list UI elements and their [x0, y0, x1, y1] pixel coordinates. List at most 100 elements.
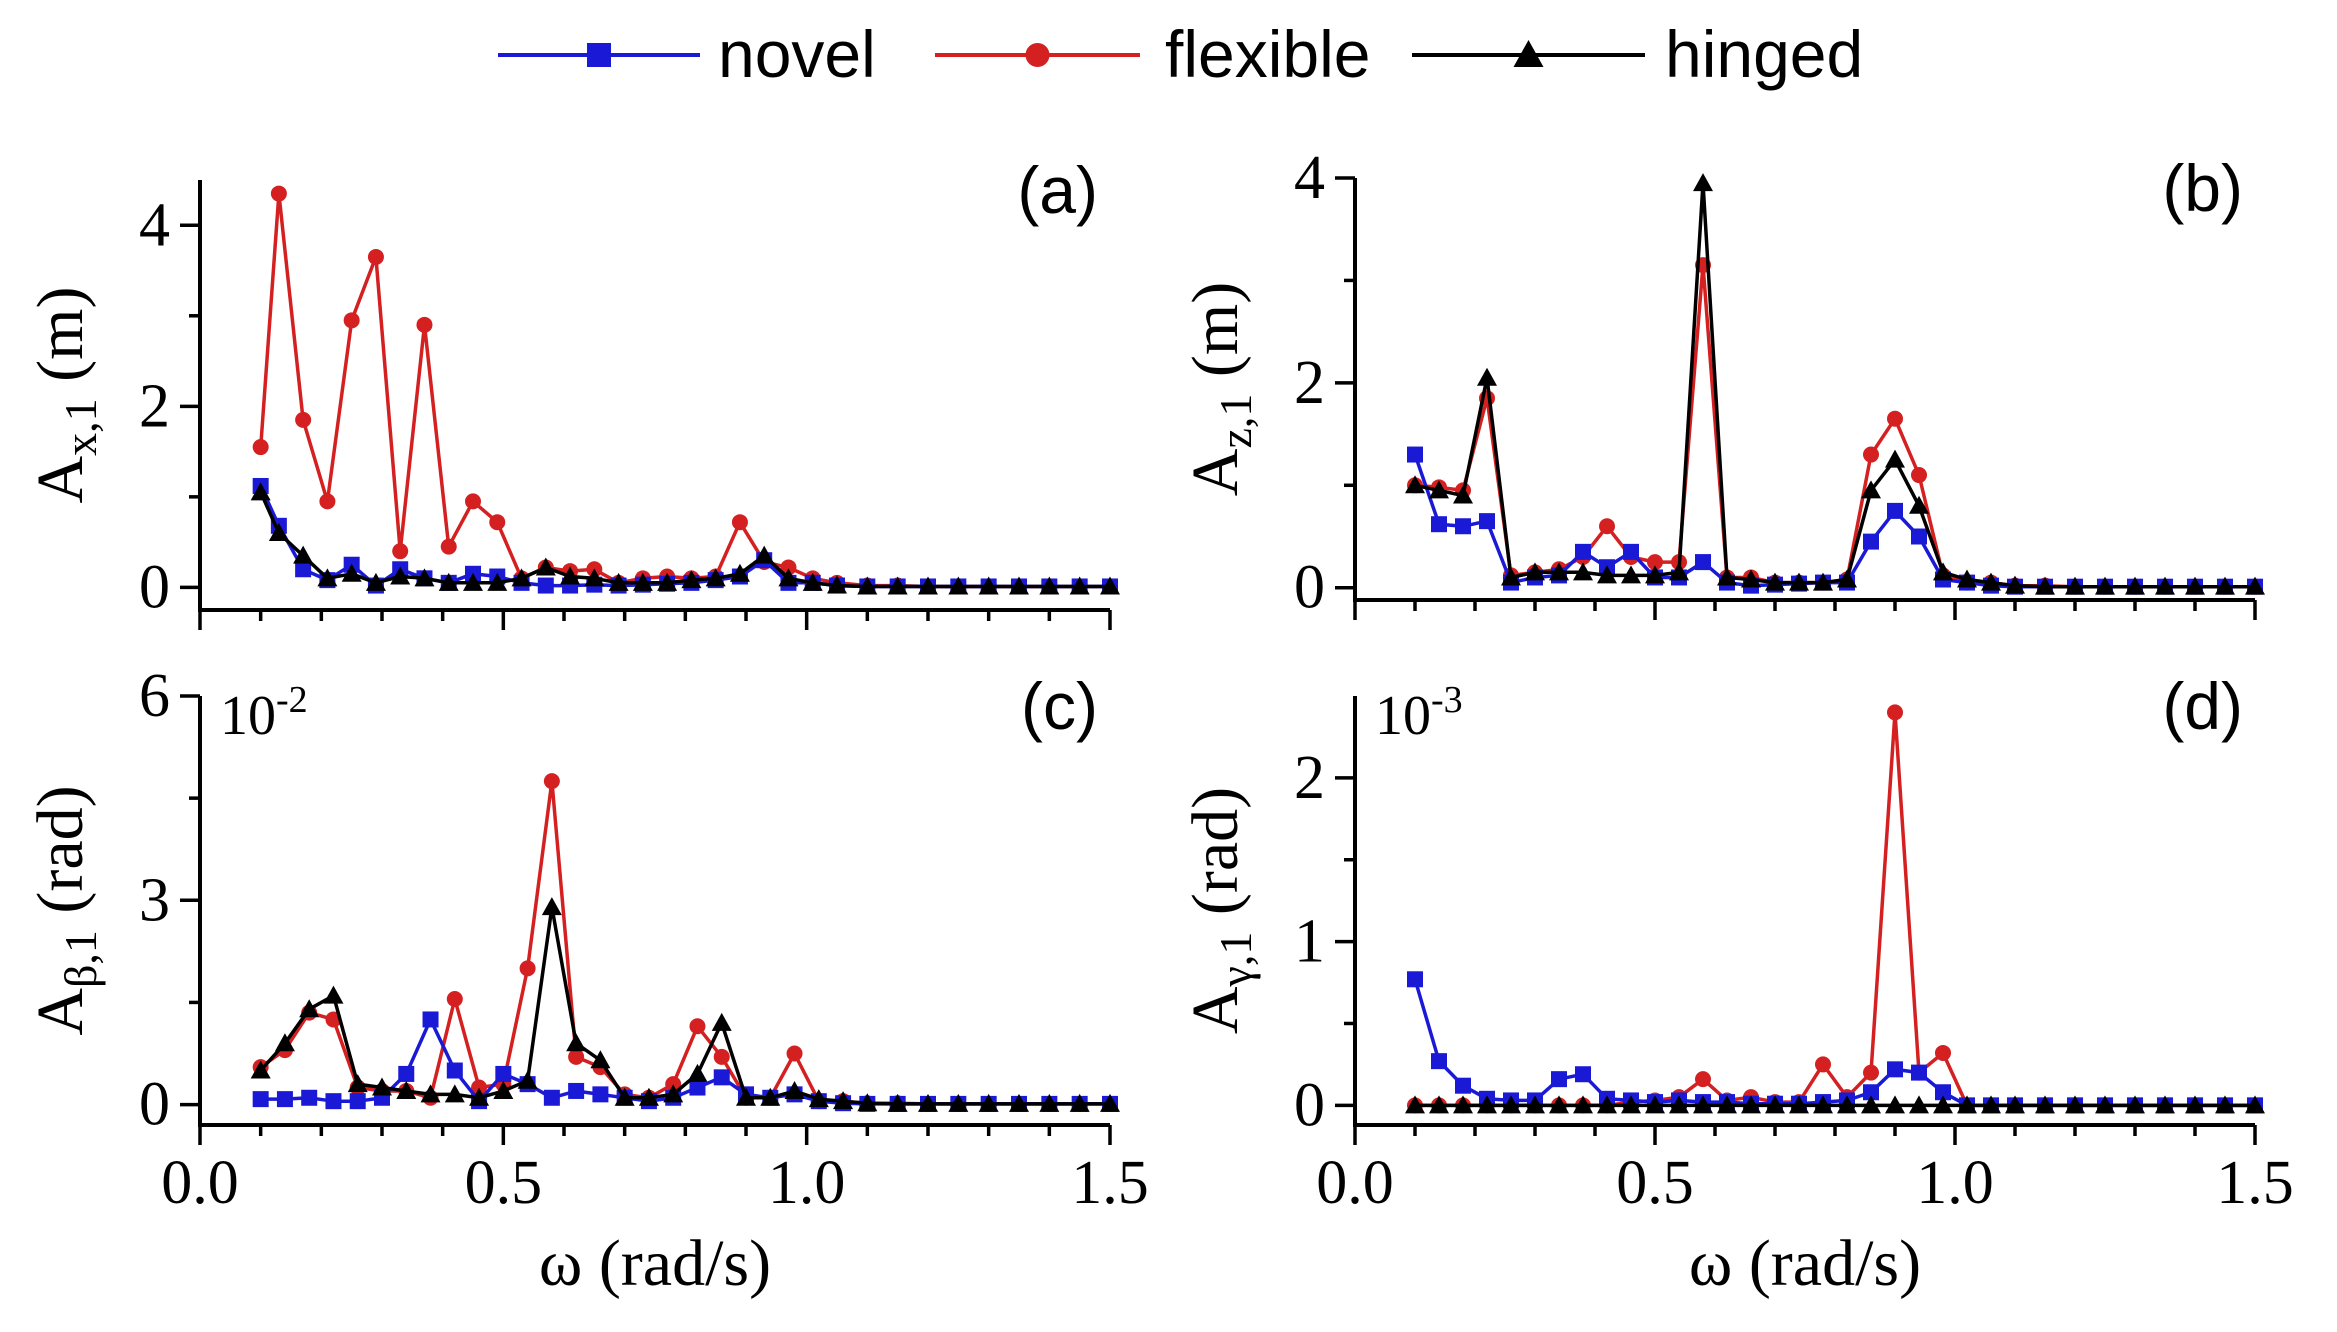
data-point-hinged	[663, 1084, 684, 1103]
legend-marker-novel	[587, 43, 611, 67]
data-point-hinged	[390, 566, 411, 585]
data-point-flexible	[1863, 446, 1879, 463]
data-point-hinged	[2095, 576, 2115, 595]
data-point-flexible	[1887, 704, 1903, 721]
data-point-hinged	[1933, 562, 1953, 581]
data-point-novel	[1887, 1061, 1903, 1078]
data-point-hinged	[1645, 1095, 1665, 1114]
data-point-hinged	[1573, 562, 1593, 581]
data-point-hinged	[736, 1087, 756, 1106]
series-flexible	[252, 773, 1118, 1112]
data-point-hinged	[1981, 1095, 2001, 1114]
data-point-hinged	[1717, 1095, 1737, 1114]
data-point-hinged	[1621, 1095, 1641, 1114]
data-point-flexible	[1935, 1044, 1951, 1061]
data-point-hinged	[1477, 367, 1497, 386]
y-axis-title-main: A	[24, 988, 97, 1036]
data-point-hinged	[1501, 567, 1521, 586]
data-point-hinged	[365, 572, 386, 591]
data-point-novel	[295, 561, 312, 578]
y-tick-label: 0	[1294, 554, 1325, 622]
data-point-hinged	[711, 1012, 732, 1031]
data-point-hinged	[1909, 1095, 1929, 1114]
data-point-hinged	[1693, 173, 1713, 192]
data-point-hinged	[827, 575, 847, 594]
data-point-hinged	[638, 1087, 659, 1106]
series-hinged	[1405, 1095, 2265, 1114]
data-point-hinged	[1933, 1095, 1953, 1114]
data-point-flexible	[780, 559, 797, 576]
data-point-hinged	[1429, 480, 1449, 499]
data-point-novel	[1575, 543, 1591, 560]
data-point-novel	[1407, 971, 1423, 988]
legend-marker-flexible	[1025, 43, 1050, 67]
data-point-hinged	[1909, 495, 1929, 514]
y-multiplier-base: 10	[220, 685, 276, 747]
y-tick-label: 4	[139, 191, 170, 259]
data-point-hinged	[948, 1093, 969, 1112]
data-point-hinged	[2125, 576, 2145, 595]
data-point-hinged	[493, 1080, 514, 1099]
data-point-hinged	[463, 572, 483, 591]
data-point-flexible	[689, 1018, 706, 1035]
data-point-hinged	[1885, 449, 1905, 468]
y-tick-label: 0	[139, 1071, 170, 1139]
data-point-hinged	[1741, 1095, 1761, 1114]
data-point-novel	[422, 1011, 439, 1028]
y-multiplier: 10-2	[220, 679, 308, 747]
data-point-flexible	[1887, 410, 1903, 427]
data-point-flexible	[270, 185, 287, 202]
series-line-hinged	[259, 905, 1110, 1106]
y-axis-title: Aγ,1 (rad)	[1179, 787, 1261, 1034]
data-point-hinged	[1453, 485, 1473, 504]
series-flexible	[1407, 704, 2263, 1114]
data-point-novel	[592, 1086, 609, 1103]
data-point-flexible	[1911, 467, 1927, 484]
data-point-hinged	[323, 985, 344, 1004]
data-point-hinged	[2215, 576, 2235, 595]
data-point-flexible	[343, 312, 360, 329]
data-point-hinged	[1549, 562, 1569, 581]
data-point-hinged	[1573, 1095, 1593, 1114]
data-point-flexible	[1695, 1071, 1711, 1088]
data-point-flexible	[731, 514, 748, 531]
data-point-novel	[446, 1062, 463, 1079]
data-point-novel	[1455, 518, 1471, 535]
series-line-hinged	[259, 491, 1110, 589]
data-point-hinged	[778, 568, 799, 587]
data-point-hinged	[1009, 1093, 1029, 1112]
y-axis-title-unit: (m)	[1179, 282, 1252, 394]
data-point-novel	[1863, 1084, 1879, 1101]
y-axis-title: Ax,1 (m)	[24, 287, 106, 504]
data-point-novel	[1887, 502, 1903, 519]
data-point-hinged	[887, 576, 908, 595]
data-point-hinged	[2155, 1095, 2175, 1114]
data-point-hinged	[1549, 1095, 1569, 1114]
data-point-hinged	[250, 482, 271, 501]
panel-label: (c)	[1021, 669, 1098, 743]
data-point-flexible	[252, 439, 269, 456]
data-point-hinged	[705, 568, 726, 587]
data-point-hinged	[1957, 569, 1977, 588]
data-point-hinged	[687, 1063, 708, 1082]
data-point-flexible	[465, 493, 481, 510]
x-tick-label: 1.5	[2216, 1149, 2294, 1217]
data-point-novel	[1911, 1064, 1927, 1081]
series-novel	[1407, 971, 2263, 1114]
data-point-novel	[325, 1093, 342, 1110]
x-tick-label: 1.0	[1916, 1149, 1994, 1217]
y-tick-label: 0	[139, 553, 170, 621]
data-point-flexible	[713, 1048, 730, 1065]
data-point-hinged	[1813, 572, 1833, 591]
data-point-novel	[537, 577, 554, 594]
x-tick-label: 0.5	[1616, 1149, 1694, 1217]
data-point-hinged	[2065, 576, 2085, 595]
legend-label-flexible: flexible	[1165, 17, 1370, 91]
data-point-hinged	[2035, 576, 2055, 595]
data-point-hinged	[541, 897, 562, 916]
y-axis-title: Az,1 (m)	[1179, 282, 1261, 496]
series-line-flexible	[1414, 263, 2255, 589]
data-point-hinged	[517, 1070, 538, 1089]
data-point-hinged	[1453, 1095, 1473, 1114]
legend: novel flexible hinged	[498, 17, 1863, 91]
